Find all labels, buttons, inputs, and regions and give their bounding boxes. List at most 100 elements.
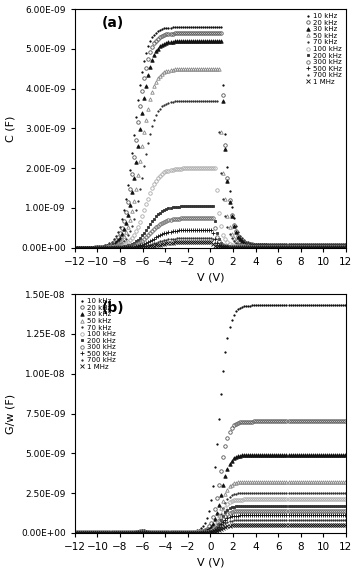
300 kHz (327, 507, 332, 514)
10 kHz (219, 23, 223, 30)
100 kHz (329, 243, 333, 250)
30 kHz (73, 529, 77, 536)
300 kHz (343, 507, 348, 514)
30 kHz (327, 452, 332, 458)
500 KHz (343, 244, 348, 251)
70 kHz (341, 490, 345, 497)
70 kHz (176, 97, 181, 104)
50 kHz (140, 528, 144, 535)
200 kHz (73, 529, 77, 536)
700 kHz (87, 244, 91, 251)
1 MHz (343, 521, 348, 528)
100 kHz (341, 496, 345, 503)
500 KHz (87, 529, 91, 536)
30 kHz (176, 38, 181, 45)
500 KHz (73, 244, 77, 251)
500 KHz (176, 529, 181, 536)
200 kHz (132, 529, 136, 536)
100 kHz (132, 529, 136, 536)
20 kHz (327, 242, 332, 249)
700 kHz (132, 244, 136, 251)
10 kHz (327, 241, 332, 248)
50 kHz (327, 242, 332, 249)
70 kHz (327, 490, 332, 497)
700 kHz (140, 529, 144, 536)
500 KHz (327, 244, 332, 251)
20 kHz (176, 30, 181, 37)
10 kHz (73, 244, 77, 251)
30 kHz (343, 452, 348, 458)
1 MHz (87, 244, 91, 251)
200 kHz (325, 503, 329, 509)
30 kHz (87, 529, 91, 536)
50 kHz (325, 478, 329, 485)
700 kHz (327, 517, 332, 524)
700 kHz (176, 235, 181, 242)
Line: 200 kHz: 200 kHz (73, 504, 347, 534)
1 MHz (87, 529, 91, 536)
300 kHz (329, 244, 333, 250)
30 kHz (132, 529, 136, 536)
200 kHz (327, 503, 332, 509)
1 MHz (140, 244, 144, 250)
1 MHz (132, 244, 136, 251)
70 kHz (132, 215, 136, 222)
100 kHz (176, 529, 181, 536)
10 kHz (140, 69, 144, 76)
100 kHz (87, 529, 91, 536)
50 kHz (140, 143, 144, 150)
200 kHz (341, 503, 345, 509)
500 KHz (132, 529, 136, 536)
Line: 50 kHz: 50 kHz (73, 480, 347, 534)
1 MHz (329, 244, 333, 251)
700 kHz (140, 243, 144, 250)
20 kHz (327, 418, 332, 425)
1 MHz (176, 529, 181, 536)
500 KHz (73, 529, 77, 536)
300 kHz (176, 529, 181, 536)
10 kHz (132, 528, 136, 535)
50 kHz (132, 198, 136, 205)
50 kHz (176, 66, 181, 73)
Line: 100 kHz: 100 kHz (73, 498, 347, 534)
500 KHz (87, 244, 91, 251)
700 kHz (73, 244, 77, 251)
500 KHz (325, 512, 329, 519)
70 kHz (343, 490, 348, 497)
Line: 70 kHz: 70 kHz (73, 99, 347, 249)
1 MHz (327, 521, 332, 528)
70 kHz (73, 244, 77, 251)
200 kHz (87, 529, 91, 536)
50 kHz (132, 529, 136, 536)
X-axis label: V (V): V (V) (197, 272, 224, 282)
700 kHz (343, 517, 348, 524)
300 kHz (73, 244, 77, 251)
70 kHz (87, 244, 91, 251)
200 kHz (140, 232, 144, 239)
100 kHz (343, 243, 348, 250)
30 kHz (325, 452, 329, 458)
Y-axis label: G/w (F): G/w (F) (6, 394, 15, 434)
300 kHz (325, 507, 329, 514)
10 kHz (327, 302, 332, 309)
300 kHz (132, 241, 136, 248)
10 kHz (87, 529, 91, 536)
Line: 10 kHz: 10 kHz (73, 26, 347, 249)
Line: 30 kHz: 30 kHz (73, 39, 347, 249)
70 kHz (215, 97, 219, 104)
20 kHz (73, 244, 77, 251)
500 KHz (140, 529, 144, 536)
200 kHz (329, 244, 333, 250)
300 kHz (176, 215, 181, 222)
500 KHz (176, 227, 181, 234)
20 kHz (140, 528, 144, 535)
Line: 30 kHz: 30 kHz (73, 453, 347, 534)
Y-axis label: C (F): C (F) (6, 115, 15, 142)
30 kHz (343, 242, 348, 249)
200 kHz (132, 239, 136, 246)
30 kHz (329, 242, 333, 249)
100 kHz (327, 243, 332, 250)
100 kHz (343, 496, 348, 503)
700 kHz (132, 529, 136, 536)
Line: 20 kHz: 20 kHz (73, 420, 347, 534)
